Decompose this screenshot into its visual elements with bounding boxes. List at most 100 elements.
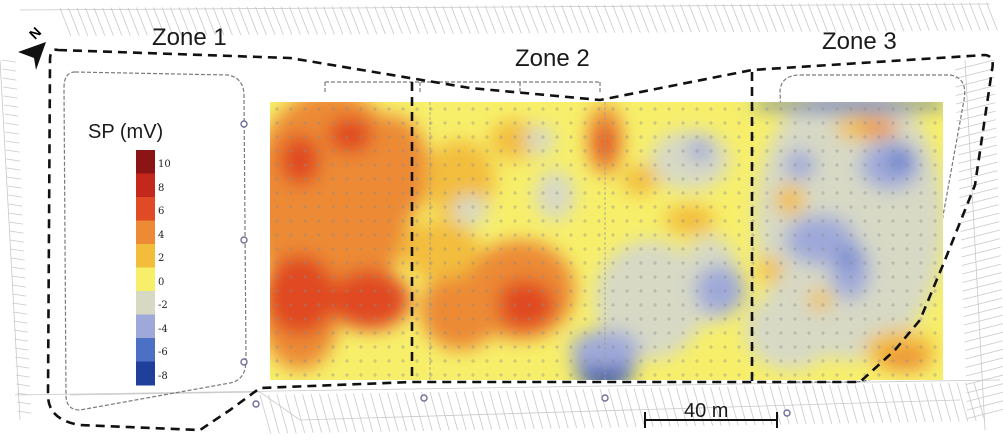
hatch-line [263,6,276,35]
hatch-line [10,257,25,261]
hatch-line [433,5,446,34]
hatch-line [336,393,348,433]
hatch-line [11,275,26,279]
hatch-line [552,4,565,34]
hatch-line [884,3,896,32]
hatch-line [429,391,442,431]
hatch-line [16,383,31,387]
hatch-line [850,3,862,32]
legend-tick-label: -8 [158,370,168,382]
hatch-line [829,384,841,424]
hatch-line [212,6,225,36]
legend-swatch [136,244,155,268]
hatch-line [391,5,403,35]
hatch-line [9,221,24,225]
hatch-line [663,4,675,33]
hatch-line [955,76,995,88]
hatch-line [599,388,612,428]
hatch-line [854,384,867,424]
hatch-line [170,7,182,36]
hatch-line [671,4,684,33]
legend-tick-label: 2 [158,253,165,264]
hatch-line [9,230,24,234]
hatch-line [102,7,114,36]
hatch-line [956,382,969,422]
hatch-line [506,390,518,430]
legend-swatch [136,197,155,221]
legend-swatch [136,150,155,174]
hatch-line [582,389,595,428]
hatch-line [957,127,997,139]
electrode-markers [240,120,791,417]
hatch-line [476,5,488,34]
hatch-line [365,6,378,35]
hatch-line [314,6,327,35]
hatch-line [871,384,884,423]
hatch-line [957,119,996,130]
hatch-line [280,6,293,35]
hatch-line [756,3,769,33]
hatch-line [446,391,459,431]
hatch-line [957,144,997,156]
hatch-line [9,239,24,243]
legend-tick-label: 8 [158,182,165,194]
legend-tick-label: 10 [158,159,171,170]
hatch-line [646,4,658,33]
hatch-line [178,7,191,36]
hatch-line [246,6,259,36]
hatch-line [956,102,996,113]
hatch-line [608,388,620,428]
hatch-line [939,382,952,422]
hatch-line [561,4,573,34]
hatch-line [918,2,930,32]
hatch-line [285,394,297,434]
hatch-line [963,289,1002,300]
hatch-line [824,3,837,32]
hatch-line [966,400,1003,411]
hatch-line [739,3,752,33]
hatch-line [973,382,986,422]
hatch-line [204,7,216,36]
hatch-line [535,5,548,34]
hatch-line [977,2,990,31]
hatch-line [901,2,913,32]
hatch-line [858,3,871,32]
hatch-line [966,374,1003,385]
hatch-line [6,158,21,162]
legend-swatch [136,314,155,339]
hatch-line [493,5,505,34]
hatch-line [960,221,1000,232]
hatch-line [16,392,31,396]
hatch-line [955,68,995,79]
hatch-line [812,385,824,424]
hatch-line [489,390,501,430]
hatch-line [625,388,637,428]
legend-tick-label: 0 [158,276,165,288]
hatch-line [161,7,174,36]
hatch-line [697,4,709,33]
hatch-line [408,5,420,35]
hatch-line [722,3,735,33]
hatch-line [459,5,471,34]
hatch-line [12,293,27,297]
hatch-line [943,2,956,31]
hatch-line [964,323,1003,334]
hatch-line [4,122,19,126]
hatch-line [195,7,208,36]
hatch-line [472,391,484,430]
hatch-line [962,263,1002,275]
hatch-line [501,5,514,34]
hatch-line [654,4,667,33]
hatch-line [361,393,374,432]
hatch-line [969,2,981,31]
sp-heatmap [270,102,943,380]
hatch-line [959,187,999,198]
hatch-line [268,394,280,434]
hatch-line [966,383,1003,394]
hatch-line [357,6,369,35]
hatch-line [962,280,1002,292]
legend-tick-label: 4 [158,229,165,241]
hatch-line [841,3,854,32]
legend-colorbar [136,150,155,386]
hatch-line [348,6,361,35]
